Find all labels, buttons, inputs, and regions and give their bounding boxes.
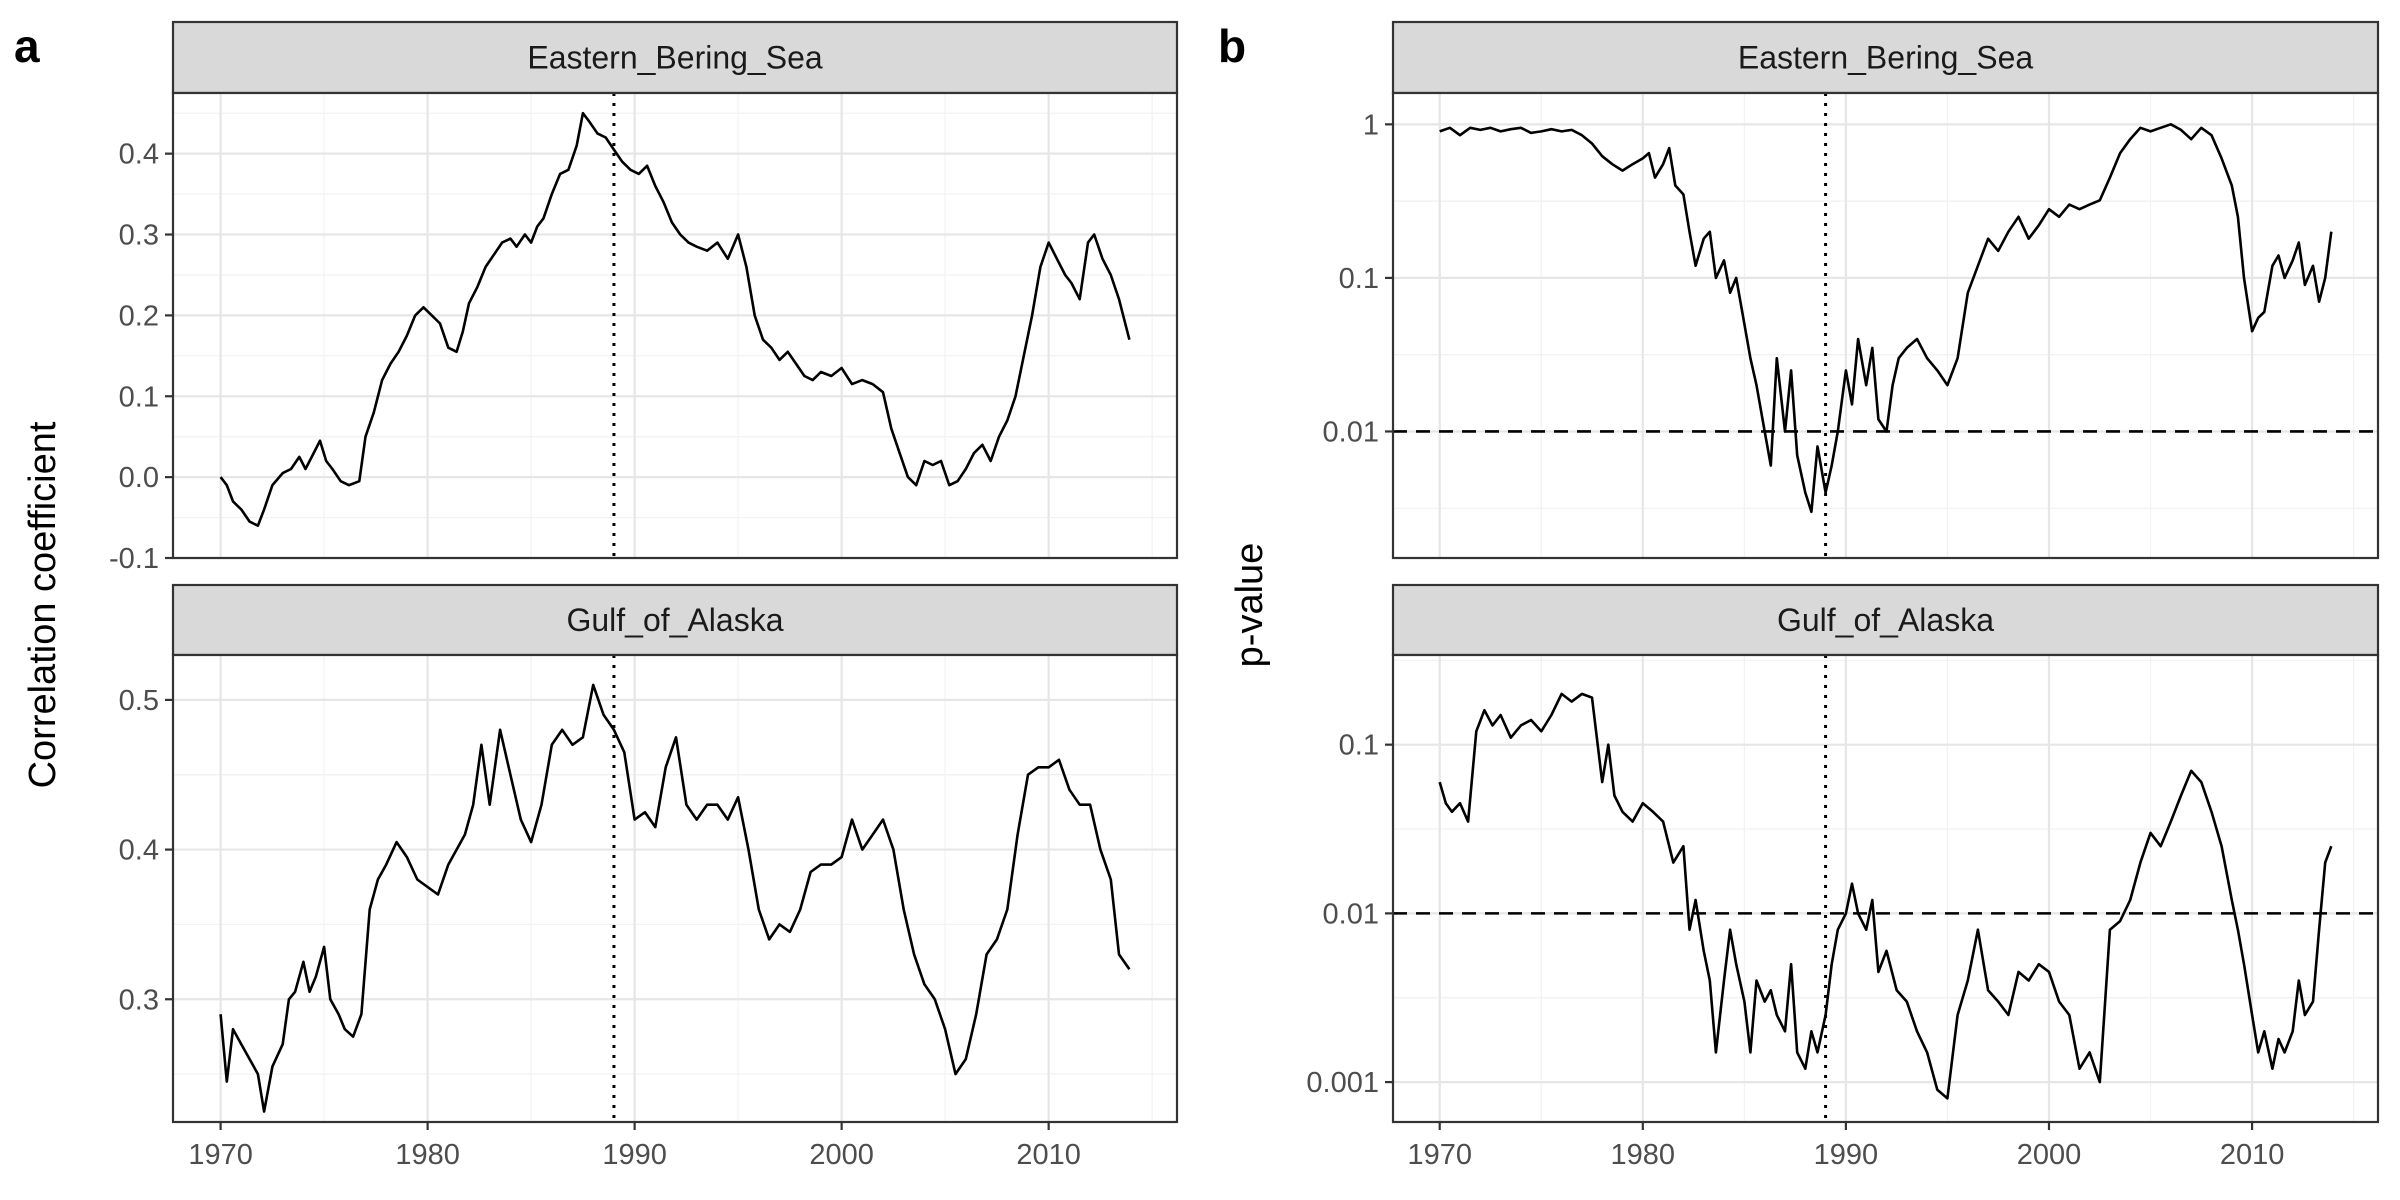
facet-gulf_of_alaska: Gulf_of_Alaska 0.3 0.4 0.5 1970 1980 1990 2000 2… (119, 583, 1179, 1171)
x-tick-label: 2000 (2017, 1139, 2082, 1171)
x-tick-label: 2010 (2220, 1139, 2285, 1171)
x-tick-label: 2000 (809, 1139, 874, 1171)
x-tick-label: 1980 (395, 1139, 460, 1171)
y-tick-label: 0.2 (119, 300, 159, 332)
panel-border (1391, 653, 2380, 1124)
facet-eastern_bering_sea: Eastern_Bering_Sea -0.1 0.0 0.1 0.2 0.3 0.4 (109, 20, 1179, 575)
y-tick-label: 1 (1363, 109, 1379, 141)
y-tick-label: 0.4 (119, 139, 159, 171)
panel-border (171, 91, 1179, 560)
facet-strip (171, 583, 1179, 657)
facet-gulf_of_alaska: Gulf_of_Alaska 0.1 0.01 0.001 1970 1980 1990 20… (1306, 583, 2380, 1171)
x-tick-label: 1970 (1407, 1139, 1472, 1171)
panel-border (1391, 91, 2380, 560)
facet-strip-label: Gulf_of_Alaska (566, 602, 783, 638)
y-tick-label: 0.4 (119, 835, 159, 867)
y-tick-label: 0.3 (119, 984, 159, 1016)
y-tick-label: 0.01 (1323, 898, 1379, 930)
series-line (1439, 123, 2333, 514)
facet-eastern_bering_sea: Eastern_Bering_Sea 1 0.1 0.01 (1323, 20, 2380, 560)
panel-letter: b (1218, 20, 1246, 72)
y-tick-label: 0.1 (119, 381, 159, 413)
y-tick-label: 0.1 (1339, 263, 1379, 295)
y-tick-label: 0.3 (119, 220, 159, 252)
y-axis-title: p-value (1229, 543, 1271, 668)
panel-border (171, 653, 1179, 1124)
facet-strip-label: Eastern_Bering_Sea (1738, 40, 2034, 76)
y-tick-label: 0.001 (1306, 1067, 1379, 1099)
x-tick-label: 1970 (188, 1139, 253, 1171)
facet-strip (171, 20, 1179, 95)
y-tick-label: 0.0 (119, 462, 159, 494)
x-tick-label: 1990 (602, 1139, 667, 1171)
series-line (219, 683, 1131, 1113)
facet-strip (1391, 583, 2380, 657)
x-tick-label: 2010 (1016, 1139, 1081, 1171)
series-line (1438, 692, 2333, 1100)
series-line (219, 111, 1131, 528)
x-tick-label: 1980 (1611, 1139, 1676, 1171)
x-tick-label: 1990 (1814, 1139, 1879, 1171)
facet-strip-label: Gulf_of_Alaska (1777, 602, 1994, 638)
y-tick-label: 0.1 (1339, 730, 1379, 762)
panel-letter: a (14, 20, 40, 72)
y-tick-label: -0.1 (109, 543, 159, 575)
y-tick-label: 0.5 (119, 685, 159, 717)
y-axis-title: Correlation coefficient (22, 421, 64, 788)
plot-background (1393, 93, 2378, 558)
plot-background (1393, 655, 2378, 1122)
facet-strip-label: Eastern_Bering_Sea (527, 40, 823, 76)
facet-strip (1391, 20, 2380, 95)
y-tick-label: 0.01 (1323, 416, 1379, 448)
